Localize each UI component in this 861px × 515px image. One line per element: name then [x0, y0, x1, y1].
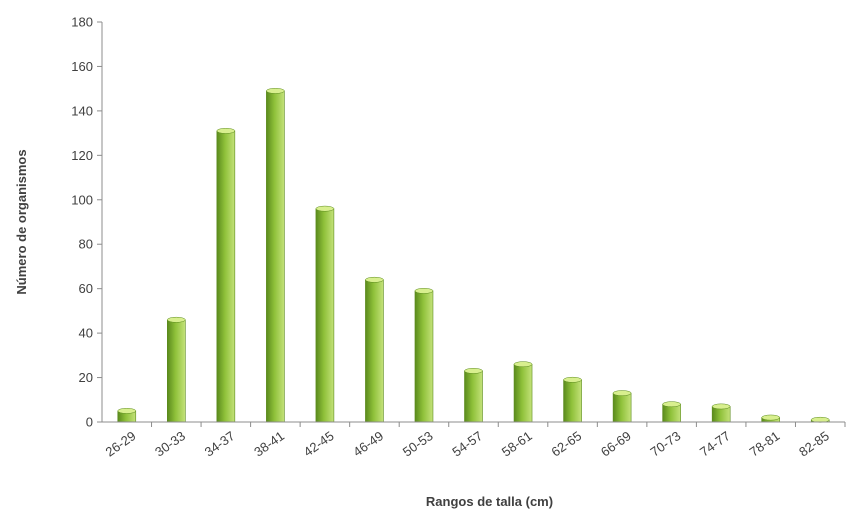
x-tick-label: 82-85: [796, 428, 832, 459]
y-tick-label: 80: [79, 237, 93, 252]
bar-cap-38-41: [266, 88, 285, 94]
x-tick-label: 30-33: [152, 428, 188, 459]
y-tick-label: 60: [79, 281, 93, 296]
y-tick-label: 160: [71, 59, 93, 74]
y-tick-label: 40: [79, 326, 93, 341]
plot-area: [117, 88, 830, 423]
y-axis-title: Número de organismos: [14, 149, 29, 294]
bar-30-33: [167, 319, 186, 423]
x-tick-label: 42-45: [301, 428, 337, 459]
x-tick-label: 74-77: [697, 428, 733, 459]
bar-62-65: [563, 379, 582, 423]
bar-cap-50-53: [414, 288, 434, 294]
y-tick-label: 100: [71, 192, 93, 207]
x-tick-label: 62-65: [548, 428, 584, 459]
x-tick-label: 26-29: [103, 428, 139, 459]
bar-cap-66-69: [612, 390, 632, 396]
x-tick-label: 66-69: [598, 428, 634, 459]
x-tick-label: 50-53: [400, 428, 436, 459]
bar-cap-62-65: [563, 376, 582, 383]
bar-cap-26-29: [117, 408, 137, 414]
bar-cap-70-73: [662, 401, 681, 408]
x-tick-label: 78-81: [747, 428, 783, 459]
y-axis-ticks: 0 20 40 60 80 100 120 140 160 180: [71, 15, 102, 430]
bar-58-61: [513, 363, 533, 423]
bar-54-57: [464, 370, 483, 423]
bar-cap-78-81: [761, 414, 780, 421]
bar-cap-30-33: [167, 316, 186, 323]
x-axis-ticks: 26-29 30-33 34-37 38-41 42-45 46-49 50-53 54-57…: [103, 422, 846, 460]
bar-50-53: [414, 290, 434, 423]
x-tick-label: 34-37: [202, 428, 238, 459]
y-tick-label: 180: [71, 15, 93, 30]
x-tick-label: 54-57: [449, 428, 485, 459]
bar-46-49: [365, 279, 384, 423]
x-tick-label: 46-49: [350, 428, 386, 459]
bar-34-37: [216, 130, 236, 423]
bar-66-69: [612, 392, 632, 423]
bar-42-45: [315, 208, 335, 423]
x-tick-label: 38-41: [251, 428, 287, 459]
bar-cap-58-61: [513, 361, 533, 368]
x-axis-title: Rangos de talla (cm): [426, 494, 553, 509]
x-tick-label: 58-61: [499, 428, 535, 459]
bar-cap-46-49: [365, 276, 384, 283]
bar-cap-42-45: [315, 205, 335, 212]
y-tick-label: 0: [86, 415, 93, 430]
bar-cap-54-57: [464, 368, 483, 374]
x-tick-label: 70-73: [648, 428, 684, 459]
bar-cap-74-77: [711, 403, 731, 410]
bar-38-41: [266, 90, 285, 423]
y-tick-label: 140: [71, 103, 93, 118]
y-tick-label: 120: [71, 148, 93, 163]
bar-cap-34-37: [216, 128, 236, 134]
y-tick-label: 20: [79, 370, 93, 385]
